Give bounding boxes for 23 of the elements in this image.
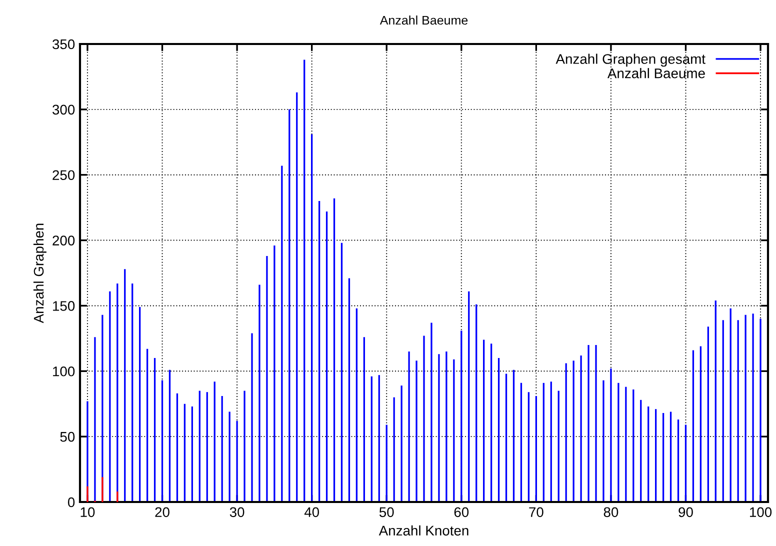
y-tick-label: 200 (52, 236, 75, 246)
x-tick-label: 20 (155, 507, 170, 518)
x-tick-label: 50 (379, 507, 394, 518)
legend-label: Anzahl Graphen gesamt (556, 54, 706, 67)
chart-title: Anzahl Baeume (380, 15, 468, 25)
x-tick-label: 100 (750, 507, 772, 518)
legend-label: Anzahl Baeume (607, 68, 705, 78)
x-tick-label: 60 (454, 507, 469, 518)
x-tick-label: 10 (80, 507, 95, 518)
x-tick-label: 70 (529, 507, 544, 518)
x-tick-label: 90 (678, 507, 693, 518)
x-tick-label: 80 (604, 507, 618, 518)
y-tick-label: 300 (52, 104, 75, 115)
y-tick-label: 100 (53, 366, 75, 376)
y-axis-title: Anzahl Graphen (33, 224, 46, 324)
x-axis-title: Anzahl Knoten (378, 525, 468, 536)
x-tick-label: 40 (304, 507, 320, 518)
y-tick-label: 350 (52, 39, 75, 50)
y-tick-label: 50 (60, 432, 75, 442)
y-tick-label: 250 (52, 170, 75, 180)
y-tick-label: 150 (53, 301, 75, 311)
x-tick-label: 30 (230, 507, 244, 518)
y-tick-label: 0 (68, 497, 75, 508)
